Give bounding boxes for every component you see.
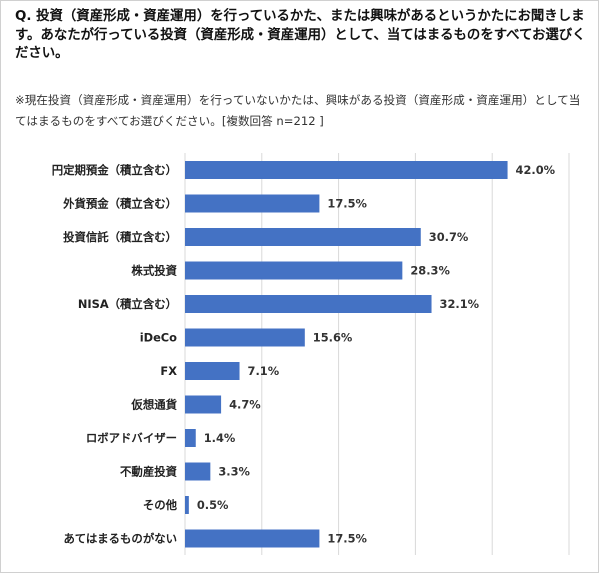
bars (185, 161, 508, 548)
bar (185, 261, 403, 280)
category-label: FX (160, 364, 177, 378)
category-label: iDeCo (140, 331, 177, 345)
bar (185, 529, 320, 548)
value-labels: 42.0% 17.5% 30.7% 28.3% 32.1% 15.6% 7.1% 4.7% 1.… (197, 163, 556, 546)
category-label: 投資信託（積立含む） (63, 230, 177, 244)
bar (185, 295, 432, 313)
value-label: 30.7% (429, 230, 469, 244)
value-label: 17.5% (327, 532, 367, 546)
category-label: 円定期預金（積立含む） (52, 163, 177, 177)
value-label: 1.4% (204, 431, 236, 445)
bar (185, 194, 320, 213)
category-label: 仮想通貨 (130, 398, 177, 412)
category-label: 不動産投資 (120, 465, 178, 479)
category-labels: 円定期預金（積立含む） 外貨預金（積立含む） 投資信託（積立含む） 株式投資 NISA（… (52, 163, 178, 546)
category-label: ロボアドバイザー (86, 431, 177, 445)
bar (185, 161, 508, 179)
value-label: 15.6% (313, 331, 353, 345)
bar (185, 328, 305, 347)
value-label: 3.3% (218, 465, 250, 479)
bar (185, 362, 240, 380)
bar (185, 429, 196, 447)
bar (185, 228, 421, 246)
question-text: Q. 投資（資産形成・資産運用）を行っているかた、または興味があるというかたにお… (15, 9, 586, 61)
gridlines (184, 153, 570, 555)
note-text: ※現在投資（資産形成・資産運用）を行っていないかたは、興味がある投資（資産形成・… (15, 93, 581, 128)
bar (185, 395, 222, 414)
category-label: 株式投資 (131, 264, 177, 278)
value-label: 7.1% (248, 364, 280, 378)
value-label: 4.7% (229, 398, 261, 412)
value-label: 42.0% (516, 163, 556, 177)
bar (185, 462, 211, 481)
value-label: 28.3% (410, 264, 450, 278)
bar (185, 496, 189, 514)
category-label: NISA（積立含む） (78, 297, 177, 311)
value-label: 17.5% (327, 197, 367, 211)
value-label: 32.1% (440, 297, 480, 311)
category-label: 外貨預金（積立含む） (62, 197, 177, 211)
category-label: その他 (143, 498, 178, 512)
value-label: 0.5% (197, 498, 229, 512)
category-label: あてはまるものがない (64, 532, 177, 546)
